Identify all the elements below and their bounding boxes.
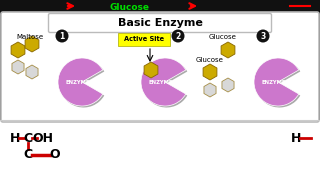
Wedge shape: [58, 58, 103, 106]
Text: H: H: [291, 132, 301, 145]
Text: ENZYME: ENZYME: [262, 80, 286, 84]
Polygon shape: [144, 62, 158, 78]
Text: 2: 2: [175, 31, 180, 40]
Polygon shape: [204, 83, 216, 97]
Wedge shape: [141, 58, 186, 106]
Text: O: O: [50, 148, 60, 161]
Text: Glucose: Glucose: [110, 3, 150, 12]
Polygon shape: [203, 64, 217, 80]
Text: C: C: [23, 148, 33, 161]
Text: OH: OH: [33, 132, 53, 145]
Text: H: H: [10, 132, 20, 145]
Polygon shape: [221, 42, 235, 58]
Polygon shape: [11, 42, 25, 58]
Wedge shape: [60, 60, 104, 107]
Text: ENZYME: ENZYME: [149, 80, 173, 84]
FancyBboxPatch shape: [49, 14, 271, 33]
Polygon shape: [222, 78, 234, 92]
Text: C: C: [23, 132, 33, 145]
Circle shape: [172, 30, 185, 42]
Polygon shape: [26, 65, 38, 79]
Text: Glucose: Glucose: [209, 34, 237, 40]
Text: Basic Enzyme: Basic Enzyme: [117, 18, 203, 28]
FancyBboxPatch shape: [117, 33, 171, 46]
Text: ENZYME: ENZYME: [66, 80, 90, 84]
Circle shape: [55, 30, 68, 42]
Text: Maltose: Maltose: [16, 34, 44, 40]
Text: 3: 3: [260, 31, 266, 40]
Wedge shape: [255, 60, 300, 107]
Polygon shape: [12, 60, 24, 74]
Polygon shape: [25, 36, 39, 52]
Bar: [0, 120, 320, 180]
Bar: [0, 0, 320, 14]
Wedge shape: [254, 58, 299, 106]
Circle shape: [257, 30, 269, 42]
Wedge shape: [142, 60, 187, 107]
Text: Glucose: Glucose: [196, 57, 224, 63]
Text: Active Site: Active Site: [124, 36, 164, 42]
FancyBboxPatch shape: [1, 12, 319, 122]
Text: 1: 1: [60, 31, 65, 40]
